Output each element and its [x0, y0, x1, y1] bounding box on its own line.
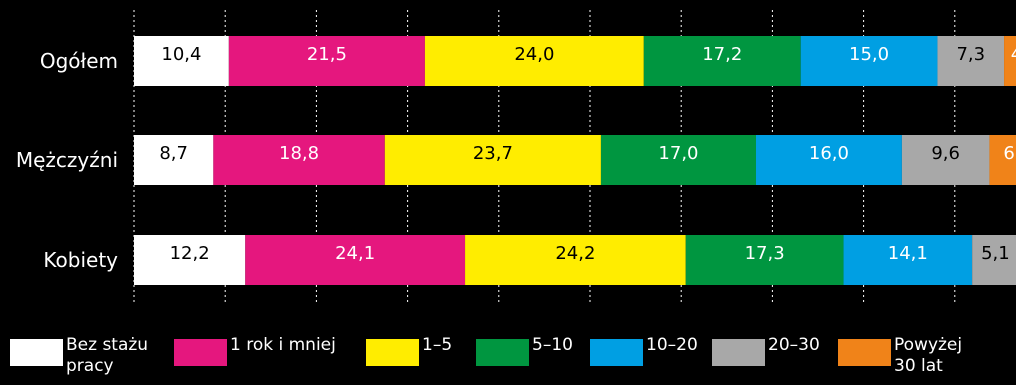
bar-segment [134, 135, 214, 185]
data-label: 15,0 [849, 44, 889, 65]
bars [134, 36, 1016, 285]
legend-swatch [590, 339, 643, 366]
bar-segment [843, 235, 973, 285]
bar-segment [901, 135, 990, 185]
bar-segment [937, 36, 1005, 86]
legend-label: 5–10 [532, 335, 573, 355]
data-label: 24,2 [555, 243, 595, 264]
data-label: 17,0 [658, 143, 698, 164]
data-label: 12,2 [170, 243, 210, 264]
bar-segment [465, 235, 686, 285]
bar-segment [643, 36, 801, 86]
data-label: 24,1 [335, 243, 375, 264]
data-label: 14,1 [888, 243, 928, 264]
data-label: 16,0 [809, 143, 849, 164]
legend-label: 20–30 [768, 335, 820, 355]
bar-segment [134, 36, 229, 86]
legend-swatch [476, 339, 529, 366]
legend-swatch [174, 339, 227, 366]
bar-segment [972, 235, 1016, 285]
data-label: 4,6 [1011, 44, 1016, 65]
category-labels: Ogółem Mężczyźni Kobiety [16, 49, 118, 272]
bar-segment [134, 235, 246, 285]
data-label: 17,2 [702, 44, 742, 65]
legend-label: 10–20 [646, 335, 698, 355]
bar-segment [245, 235, 466, 285]
data-label: 8,7 [159, 143, 188, 164]
bar-segment [755, 135, 902, 185]
category-label: Mężczyźni [16, 148, 118, 172]
data-labels: 10,4 21,5 24,0 17,2 15,0 7,3 4,6 8,7 18,8 23,7 17,… [159, 44, 1016, 264]
legend-swatch [838, 339, 891, 366]
legend-label: 1 rok i mniej [230, 335, 336, 355]
bar-segment [1004, 36, 1016, 86]
legend-label: 1–5 [422, 335, 453, 355]
data-label: 5,1 [981, 243, 1010, 264]
legend-swatch [712, 339, 765, 366]
category-label: Kobiety [43, 248, 118, 272]
data-label: 18,8 [279, 143, 319, 164]
bar-segment [213, 135, 385, 185]
data-label: 17,3 [745, 243, 785, 264]
legend-swatch [366, 339, 419, 366]
legend-label: Powyżej 30 lat [894, 335, 963, 376]
data-label: 9,6 [931, 143, 960, 164]
legend: Bez stażu pracy 1 rok i mniej 1–5 5–10 1… [0, 335, 1016, 385]
legend-label: Bez stażu pracy [66, 335, 149, 376]
bar-segment [800, 36, 938, 86]
bar-segment [384, 135, 601, 185]
data-label: 24,0 [514, 44, 554, 65]
bar-segment [228, 36, 425, 86]
category-label: Ogółem [40, 49, 118, 73]
data-label: 7,3 [956, 44, 985, 65]
data-label: 10,4 [161, 44, 201, 65]
bar-segment [424, 36, 644, 86]
bar-segment [600, 135, 756, 185]
data-label: 21,5 [307, 44, 347, 65]
bar-segment [685, 235, 844, 285]
legend-swatch [10, 339, 63, 366]
data-label: 23,7 [473, 143, 513, 164]
bar-segment [989, 135, 1016, 185]
data-label: 6,2 [1003, 143, 1016, 164]
